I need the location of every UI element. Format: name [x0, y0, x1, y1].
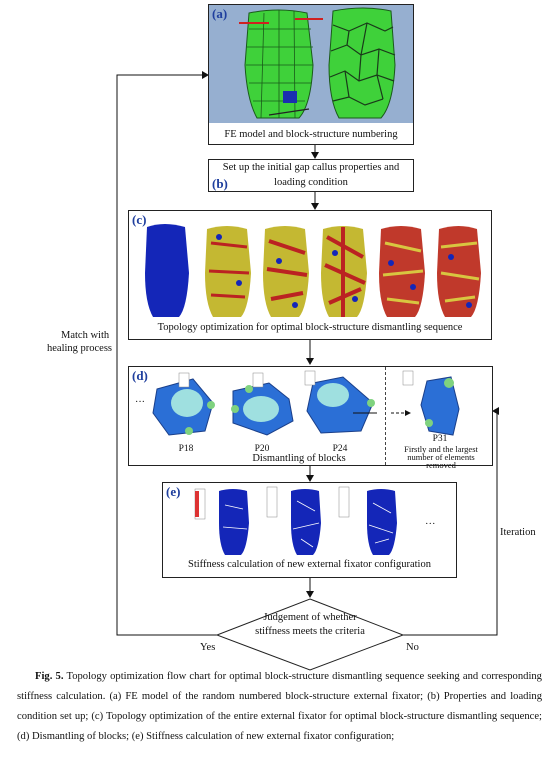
arrow-no-loop — [403, 407, 499, 636]
panel-b-line1: Set up the initial gap callus properties… — [222, 162, 400, 173]
arrow-yes-loop — [116, 71, 217, 636]
panel-e-caption: Stiffness calculation of new external fi… — [188, 559, 431, 570]
figure-caption: Fig. 5. Topology optimization flow chart… — [17, 667, 542, 747]
panel-d: ··· (d) P18 P20 P24 P31 Firstly and the … — [128, 366, 493, 470]
label-p31: P31 — [432, 434, 448, 444]
match-label-line1: Match with — [61, 330, 110, 341]
iteration-label: Iteration — [500, 527, 536, 538]
panel-e-dots: ··· — [425, 519, 436, 530]
topology-sequence-image — [145, 224, 481, 317]
panel-a-caption: FE model and block-structure numbering — [224, 129, 398, 140]
figure-caption-label: Fig. 5. — [35, 671, 64, 682]
panel-b-line2: loading condition — [274, 177, 348, 188]
figure-caption-text: Topology optimization flow chart for opt… — [17, 671, 542, 742]
fe-model-image — [209, 5, 413, 123]
p31-note-line1: Firstly and the largest — [404, 444, 478, 454]
yes-label: Yes — [200, 642, 216, 653]
panel-d-divider — [385, 367, 386, 465]
decision-line1: Judgement of whether — [263, 612, 357, 623]
p31-note-line2: number of elements — [407, 452, 475, 462]
decision-line2: stiffness meets the criteria — [255, 626, 365, 637]
block-dismantling-image — [152, 370, 460, 436]
match-label-line2: healing process — [47, 343, 113, 354]
panel-b-tag: (b) — [212, 176, 228, 191]
no-label: No — [406, 642, 419, 653]
panel-e: (e) ··· Stiffness calculation of new ext… — [162, 482, 457, 578]
label-p20: P20 — [254, 444, 270, 454]
panel-a-tag: (a) — [212, 6, 228, 21]
panel-e-tag: (e) — [166, 484, 181, 499]
panel-d-tag: (d) — [132, 368, 148, 383]
panel-d-caption: Dismantling of blocks — [252, 453, 346, 464]
p31-note-line3: removed — [426, 460, 456, 470]
label-p24: P24 — [332, 444, 348, 454]
panel-c: (c) Topology optimization for optimal bl… — [128, 210, 492, 340]
label-p18: P18 — [178, 444, 194, 454]
panel-b: (b) Set up the initial gap callus proper… — [208, 159, 414, 192]
panel-a: (a) FE model and block-structure numberi… — [208, 4, 414, 145]
panel-c-tag: (c) — [132, 212, 147, 227]
stiffness-image — [194, 486, 397, 555]
decision-diamond — [215, 598, 405, 671]
panel-c-caption: Topology optimization for optimal block-… — [157, 322, 463, 333]
panel-d-dots: ··· — [135, 397, 145, 408]
